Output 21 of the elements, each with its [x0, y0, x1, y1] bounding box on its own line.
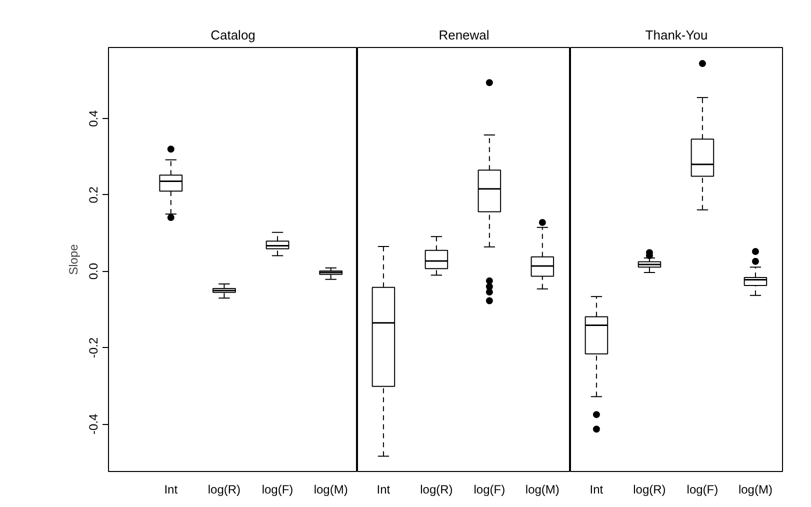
x-tick-label: log(R)	[633, 482, 666, 496]
y-axis-title: Slope	[66, 244, 80, 275]
chart-title: Thank-You	[645, 28, 708, 42]
x-tick-label: log(R)	[420, 482, 453, 496]
x-tick-label: Int	[590, 482, 604, 496]
y-tick-label: -0.2	[86, 337, 100, 358]
x-tick-label: log(F)	[262, 482, 294, 496]
y-tick-label: 0.4	[86, 110, 100, 127]
chart-title: Renewal	[438, 28, 490, 42]
x-tick-label: log(F)	[686, 482, 718, 496]
x-tick-label: Int	[164, 482, 178, 496]
x-tick-label: log(M)	[525, 482, 560, 496]
x-tick-label: Int	[376, 482, 391, 496]
x-tick-label: log(F)	[474, 482, 506, 496]
y-tick-label: -0.4	[86, 413, 100, 434]
x-tick-label: log(M)	[738, 482, 772, 496]
x-tick-label: log(R)	[208, 482, 241, 496]
x-tick-label: log(M)	[314, 482, 348, 496]
y-tick-label: 0.2	[86, 186, 100, 204]
y-tick-label: 0.0	[86, 262, 100, 280]
chart-title: Catalog	[210, 28, 256, 42]
